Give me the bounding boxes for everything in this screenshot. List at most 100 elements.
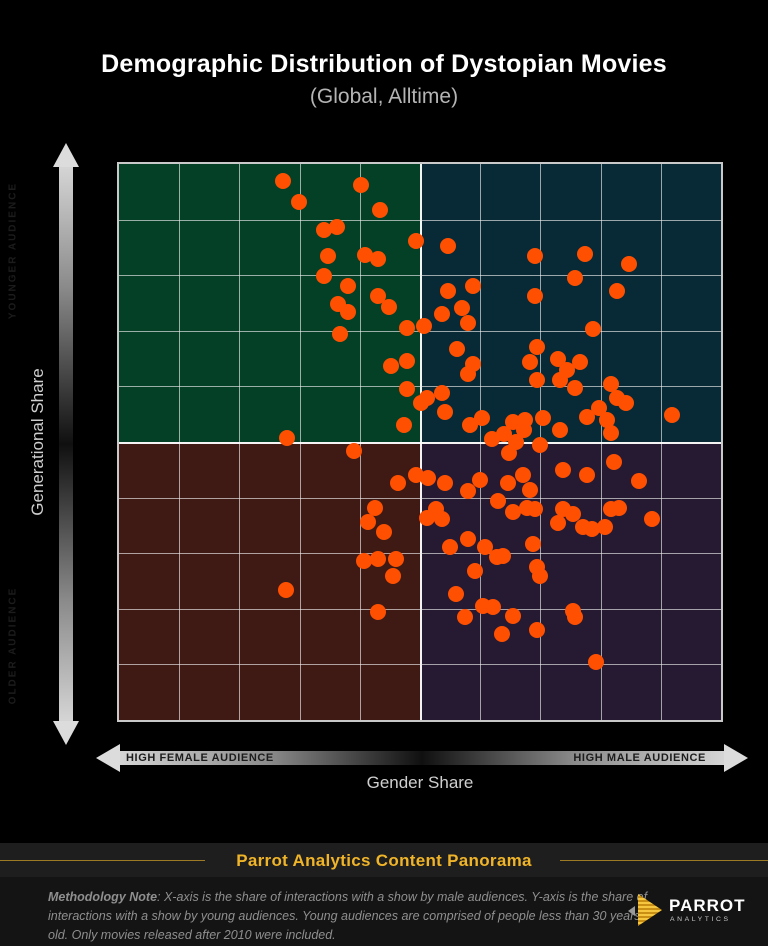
scatter-point bbox=[566, 269, 583, 286]
y-axis-bottom-label: OLDER AUDIENCE bbox=[7, 586, 19, 705]
scatter-point bbox=[442, 539, 459, 556]
arrow-up-icon bbox=[53, 143, 79, 167]
scatter-point bbox=[447, 585, 464, 602]
logo-wordmark-sub: ANALYTICS bbox=[670, 916, 731, 923]
logo-left-triangle-icon bbox=[628, 906, 635, 916]
scatter-point bbox=[526, 501, 543, 518]
scatter-point bbox=[315, 221, 332, 238]
scatter-point bbox=[551, 422, 568, 439]
scatter-point bbox=[367, 499, 384, 516]
scatter-point bbox=[395, 417, 412, 434]
scatter-point bbox=[278, 581, 295, 598]
scatter-point bbox=[598, 412, 615, 429]
scatter-point bbox=[415, 317, 432, 334]
scatter-point bbox=[398, 380, 415, 397]
gridline-horizontal bbox=[119, 442, 721, 444]
scatter-point bbox=[328, 218, 345, 235]
scatter-point bbox=[526, 248, 543, 265]
scatter-point bbox=[369, 551, 386, 568]
scatter-point bbox=[420, 469, 437, 486]
scatter-point bbox=[389, 474, 406, 491]
scatter-point bbox=[353, 177, 369, 194]
scatter-point bbox=[440, 238, 457, 255]
y-axis-title: Generational Share bbox=[28, 368, 47, 516]
scatter-point bbox=[382, 357, 399, 374]
scatter-point bbox=[571, 354, 588, 371]
scatter-point bbox=[419, 390, 436, 407]
scatter-point bbox=[399, 320, 416, 337]
scatter-point bbox=[525, 536, 542, 553]
scatter-point bbox=[484, 431, 501, 448]
scatter-point bbox=[380, 298, 397, 315]
scatter-point bbox=[596, 518, 613, 535]
footer-band: Parrot Analytics Content Panorama bbox=[0, 843, 768, 877]
scatter-point bbox=[461, 417, 478, 434]
scatter-point bbox=[407, 233, 424, 250]
gridline-horizontal bbox=[119, 386, 721, 388]
quadrant-younger-female bbox=[119, 164, 420, 442]
scatter-point bbox=[315, 268, 332, 285]
scatter-point bbox=[434, 306, 451, 323]
gridline-horizontal bbox=[119, 664, 721, 666]
methodology-note-body: : X-axis is the share of interactions wi… bbox=[48, 890, 648, 942]
scatter-point bbox=[434, 384, 451, 401]
scatter-point bbox=[437, 403, 454, 420]
logo-wordmark: PARROT bbox=[669, 896, 746, 915]
scatter-point bbox=[504, 503, 521, 520]
scatter-point bbox=[514, 466, 531, 483]
methodology-note-prefix: Methodology Note bbox=[48, 890, 158, 904]
scatter-point bbox=[495, 547, 512, 564]
scatter-point bbox=[531, 567, 548, 584]
scatter-point bbox=[621, 256, 638, 273]
scatter-point bbox=[371, 201, 388, 218]
gridline-horizontal bbox=[119, 275, 721, 277]
gridline-horizontal bbox=[119, 219, 721, 221]
scatter-point bbox=[370, 603, 387, 620]
scatter-point bbox=[554, 461, 571, 478]
scatter-point bbox=[345, 442, 362, 459]
x-axis-title: Gender Share bbox=[366, 773, 474, 792]
scatter-point bbox=[588, 653, 605, 670]
gridline-horizontal bbox=[119, 553, 721, 555]
scatter-point bbox=[331, 325, 348, 342]
scatter-point bbox=[472, 471, 489, 488]
y-axis-arrow bbox=[53, 143, 79, 745]
scatter-point bbox=[664, 407, 681, 424]
scatter-point bbox=[549, 514, 566, 531]
scatter-point bbox=[579, 466, 596, 483]
scatter-point bbox=[399, 352, 416, 369]
scatter-point bbox=[490, 493, 507, 510]
scatter-point bbox=[528, 372, 545, 389]
scatter-point bbox=[484, 598, 501, 615]
gridline-horizontal bbox=[119, 497, 721, 499]
scatter-point bbox=[566, 379, 583, 396]
scatter-point bbox=[278, 430, 295, 447]
x-axis-arrow: HIGH FEMALE AUDIENCE HIGH MALE AUDIENCE bbox=[96, 744, 748, 772]
scatter-point bbox=[493, 625, 510, 642]
scatter-point bbox=[459, 315, 476, 332]
scatter-point bbox=[603, 425, 620, 442]
scatter-point bbox=[564, 506, 581, 523]
scatter-point bbox=[618, 395, 635, 412]
parrot-analytics-logo: PARROT ANALYTICS bbox=[628, 892, 745, 932]
scatter-point bbox=[532, 436, 549, 453]
footer-band-text: Parrot Analytics Content Panorama bbox=[236, 851, 532, 870]
scatter-point bbox=[611, 499, 628, 516]
chart-title: Demographic Distribution of Dystopian Mo… bbox=[101, 50, 667, 78]
scatter-point bbox=[477, 538, 494, 555]
scatter-point bbox=[275, 172, 292, 189]
scatter-point bbox=[369, 251, 386, 268]
scatter-point bbox=[359, 513, 376, 530]
scatter-point bbox=[434, 511, 451, 528]
quadrant-older-female bbox=[119, 442, 420, 720]
arrow-down-icon bbox=[53, 721, 79, 745]
x-axis-arrow-shaft bbox=[118, 751, 726, 765]
scatter-point bbox=[464, 278, 481, 295]
title-block: Demographic Distribution of Dystopian Mo… bbox=[0, 50, 768, 109]
scatter-point bbox=[528, 622, 545, 639]
scatter-point bbox=[534, 410, 551, 427]
scatter-point bbox=[407, 466, 424, 483]
scatter-point bbox=[449, 340, 466, 357]
scatter-point bbox=[576, 245, 593, 262]
arrow-right-icon bbox=[724, 744, 748, 772]
